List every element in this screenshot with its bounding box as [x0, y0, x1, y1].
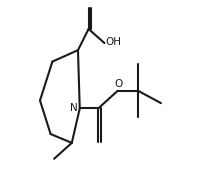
Text: OH: OH	[105, 37, 121, 47]
Text: O: O	[114, 79, 123, 89]
Text: N: N	[70, 103, 77, 112]
